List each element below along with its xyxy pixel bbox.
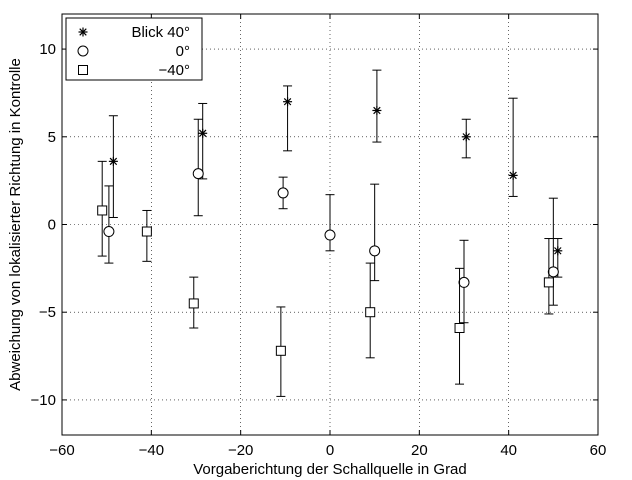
data-point-square bbox=[141, 226, 152, 237]
star-stroke bbox=[462, 133, 470, 141]
x-tick-label: 60 bbox=[590, 442, 607, 459]
x-tick-label: 20 bbox=[411, 442, 428, 459]
x-axis-label: Vorgaberichtung der Schallquelle in Grad bbox=[193, 461, 467, 478]
data-point-star bbox=[461, 132, 471, 142]
y-tick-label: −10 bbox=[31, 392, 56, 409]
data-point-square bbox=[454, 322, 465, 333]
star-stroke bbox=[554, 247, 562, 255]
y-tick-label: −5 bbox=[39, 304, 56, 321]
data-point-square bbox=[188, 298, 199, 309]
data-point-star bbox=[553, 246, 563, 256]
x-tick-label: −20 bbox=[228, 442, 253, 459]
legend-label: Blick 40° bbox=[131, 24, 190, 41]
data-point-square bbox=[275, 345, 286, 356]
legend: Blick 40° 0° −40° bbox=[65, 17, 203, 81]
x-tick-label: −60 bbox=[49, 442, 74, 459]
y-tick-label: 0 bbox=[48, 217, 56, 234]
data-point-star bbox=[372, 105, 382, 115]
star-stroke bbox=[79, 28, 87, 36]
star-stroke bbox=[109, 157, 118, 166]
data-point-square bbox=[543, 277, 554, 288]
legend-box bbox=[65, 17, 203, 81]
series-square bbox=[97, 160, 554, 397]
star-stroke bbox=[509, 171, 517, 180]
y-tick-label: 5 bbox=[48, 129, 56, 146]
legend-marker-star bbox=[78, 27, 88, 37]
data-point-square bbox=[97, 205, 108, 216]
y-tick-label: 10 bbox=[39, 41, 56, 58]
star-stroke bbox=[373, 106, 381, 115]
data-point-circle bbox=[547, 266, 559, 278]
data-point-circle bbox=[103, 226, 115, 238]
star-stroke bbox=[198, 129, 207, 138]
legend-marker-circle bbox=[77, 45, 89, 57]
star-stroke bbox=[283, 97, 292, 106]
data-point-circle bbox=[277, 187, 289, 199]
legend-label: 0° bbox=[176, 43, 190, 60]
data-point-circle bbox=[458, 276, 470, 288]
data-point-circle bbox=[192, 168, 204, 180]
data-point-star bbox=[283, 97, 293, 107]
data-point-square bbox=[365, 307, 376, 318]
data-point-star bbox=[508, 170, 518, 180]
legend-marker-square bbox=[78, 65, 88, 75]
series-star bbox=[108, 69, 563, 278]
axis-ticks: −60 −40 −20 0 20 40 60 −10 −5 0 5 10 bbox=[31, 14, 607, 459]
y-axis-label: Abweichung von lokalisierter Richtung in… bbox=[7, 58, 24, 391]
x-tick-label: −40 bbox=[139, 442, 164, 459]
x-tick-label: 0 bbox=[326, 442, 334, 459]
data-marks bbox=[97, 69, 563, 397]
series-circle bbox=[103, 118, 559, 324]
data-point-circle bbox=[369, 245, 381, 257]
data-point-circle bbox=[324, 229, 336, 241]
data-point-star bbox=[108, 156, 118, 166]
legend-label: −40° bbox=[159, 62, 190, 79]
x-tick-label: 40 bbox=[500, 442, 517, 459]
data-point-star bbox=[198, 128, 208, 138]
